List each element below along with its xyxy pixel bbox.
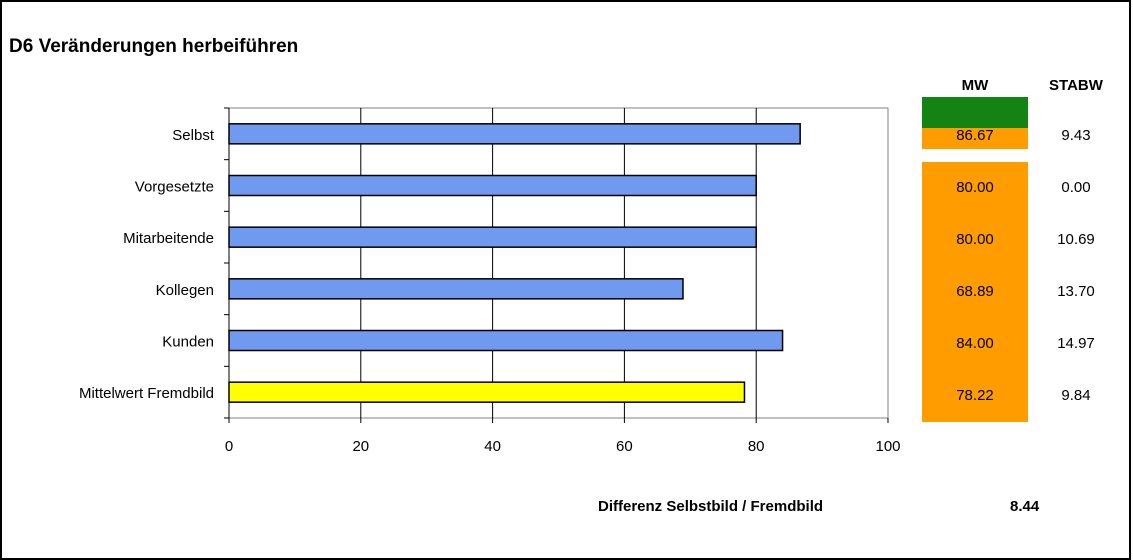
bar-chart: 0 20 40 60 80 100 Selbst Vorgesetzte Mitarbeiten… bbox=[79, 107, 901, 455]
bar-kollegen bbox=[228, 278, 684, 300]
category-label: Kunden bbox=[162, 334, 214, 351]
category-label: Vorgesetzte bbox=[135, 179, 214, 196]
stabw-header: STABW bbox=[1049, 77, 1103, 94]
chart-title: D6 Veränderungen herbeiführen bbox=[9, 36, 299, 57]
x-tick-label: 80 bbox=[748, 438, 765, 455]
stabw-cell: 9.84 bbox=[1061, 387, 1091, 404]
bar-vorgesetzte bbox=[228, 174, 757, 197]
category-label: Selbst bbox=[172, 127, 215, 144]
x-tick-label: 60 bbox=[616, 438, 633, 455]
mw-cell: 80.00 bbox=[922, 162, 1028, 214]
mw-cell: 86.67 bbox=[922, 97, 1028, 149]
bar-selbst bbox=[228, 123, 801, 145]
category-label: Mittelwert Fremdbild bbox=[79, 385, 214, 402]
stabw-cell: 10.69 bbox=[1057, 231, 1095, 248]
category-label: Mitarbeitende bbox=[123, 230, 214, 247]
mw-cell: 80.00 bbox=[922, 214, 1028, 266]
stabw-cell: 14.97 bbox=[1057, 335, 1095, 352]
difference-value: 8.44 bbox=[1010, 498, 1040, 515]
x-tick-label: 0 bbox=[225, 438, 233, 455]
bar-kunden bbox=[228, 329, 784, 352]
stabw-cell: 0.00 bbox=[1061, 179, 1091, 196]
x-tick-label: 20 bbox=[352, 438, 369, 455]
mw-cell: 68.89 bbox=[922, 266, 1028, 318]
stabw-cell: 9.43 bbox=[1061, 127, 1091, 144]
bar-mitarbeitende bbox=[228, 226, 757, 248]
mw-header: MW bbox=[961, 77, 989, 94]
mw-cell: 78.22 bbox=[922, 370, 1028, 422]
x-tick-label: 100 bbox=[875, 438, 900, 455]
stabw-cell: 13.70 bbox=[1057, 283, 1095, 300]
mw-cell: 84.00 bbox=[922, 318, 1028, 370]
category-label: Kollegen bbox=[156, 282, 214, 299]
x-tick-label: 40 bbox=[484, 438, 501, 455]
difference-label: Differenz Selbstbild / Fremdbild bbox=[598, 498, 824, 515]
plot-area bbox=[228, 107, 889, 419]
bar-mittelwert-fremdbild bbox=[228, 381, 746, 403]
